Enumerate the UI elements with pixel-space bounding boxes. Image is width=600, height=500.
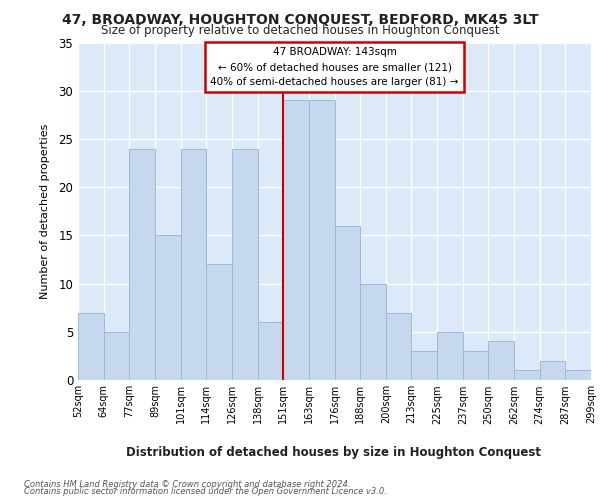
- Text: 47, BROADWAY, HOUGHTON CONQUEST, BEDFORD, MK45 3LT: 47, BROADWAY, HOUGHTON CONQUEST, BEDFORD…: [62, 12, 538, 26]
- Text: Size of property relative to detached houses in Houghton Conquest: Size of property relative to detached ho…: [101, 24, 499, 37]
- Bar: [540, 360, 565, 380]
- Text: Contains public sector information licensed under the Open Government Licence v3: Contains public sector information licen…: [24, 487, 387, 496]
- Bar: [463, 351, 488, 380]
- Bar: [514, 370, 540, 380]
- Bar: [257, 322, 283, 380]
- Bar: [335, 226, 360, 380]
- Bar: [412, 351, 437, 380]
- Bar: [386, 312, 412, 380]
- Text: Contains HM Land Registry data © Crown copyright and database right 2024.: Contains HM Land Registry data © Crown c…: [24, 480, 350, 489]
- Bar: [206, 264, 232, 380]
- Bar: [360, 284, 386, 380]
- Bar: [232, 148, 257, 380]
- Bar: [78, 312, 104, 380]
- Y-axis label: Number of detached properties: Number of detached properties: [40, 124, 50, 299]
- Text: Distribution of detached houses by size in Houghton Conquest: Distribution of detached houses by size …: [125, 446, 541, 459]
- Bar: [130, 148, 155, 380]
- Bar: [309, 100, 335, 380]
- Bar: [181, 148, 206, 380]
- Bar: [565, 370, 591, 380]
- Bar: [104, 332, 130, 380]
- Bar: [283, 100, 309, 380]
- Bar: [437, 332, 463, 380]
- Text: 47 BROADWAY: 143sqm
← 60% of detached houses are smaller (121)
40% of semi-detac: 47 BROADWAY: 143sqm ← 60% of detached ho…: [211, 48, 458, 87]
- Bar: [488, 342, 514, 380]
- Bar: [155, 236, 181, 380]
